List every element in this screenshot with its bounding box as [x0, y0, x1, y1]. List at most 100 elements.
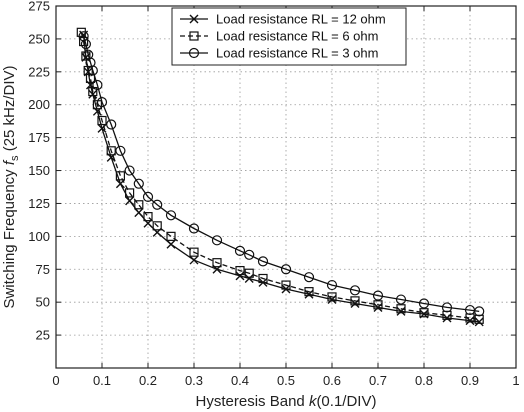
x-axis-label: Hysteresis Band k(0.1/DIV)	[196, 393, 377, 410]
data-point-circle-marker	[142, 191, 154, 202]
data-point-x-marker	[88, 89, 98, 99]
marker-stroke	[189, 14, 199, 24]
marker-stroke	[189, 255, 199, 265]
data-point-circle-marker	[257, 256, 269, 267]
data-point-circle-marker	[152, 199, 163, 210]
data-point-x-marker	[244, 273, 254, 283]
data-point-square-marker	[244, 268, 254, 278]
data-point-square-marker	[474, 314, 484, 324]
data-point-x-marker	[189, 255, 199, 265]
series-line	[80, 32, 480, 320]
data-point-square-marker	[281, 280, 291, 290]
data-point-circle-marker	[326, 279, 338, 291]
data-point-circle-marker	[133, 178, 144, 189]
data-point-circle-marker	[124, 165, 135, 176]
data-point-square-marker	[115, 171, 126, 181]
data-point-square-marker	[304, 287, 314, 297]
y-tick-label: 275	[28, 0, 50, 14]
y-axis-label: Switching Frequency fs (25 kHz/DIV)	[1, 65, 21, 308]
x-tick-label: 0.2	[139, 373, 157, 388]
data-point-square-marker	[350, 296, 360, 306]
data-point-circle-marker	[474, 306, 485, 317]
data-point-square-marker	[212, 258, 222, 268]
legend: Load resistance RL = 12 ohm Load resistan…	[171, 7, 407, 66]
x-tick-label: 0.8	[415, 373, 433, 388]
y-axis-label-part: s	[9, 155, 21, 161]
marker-stroke	[88, 89, 98, 99]
data-point-circle-marker	[80, 39, 92, 50]
legend-label: Load resistance RL = 6 ohm	[216, 29, 378, 44]
x-tick-label: 0.9	[461, 373, 479, 388]
legend-label: Load resistance RL = 12 ohm	[216, 12, 386, 27]
data-point-x-marker	[235, 271, 245, 281]
legend-item: Load resistance RL = 3 ohm	[180, 46, 378, 61]
marker-stroke	[304, 289, 314, 299]
y-tick-label: 25	[36, 328, 50, 343]
x-axis-label-part: k	[309, 393, 318, 410]
y-axis-label-part: f	[1, 159, 18, 165]
series-3	[78, 31, 485, 317]
y-tick-label: 150	[28, 163, 50, 178]
y-axis-label-part: (25 kHz/DIV)	[1, 65, 18, 155]
data-point-circle-marker	[87, 65, 98, 76]
data-point-circle-marker	[234, 245, 246, 256]
data-point-circle-marker	[280, 264, 292, 275]
data-point-square-marker	[152, 221, 162, 231]
data-point-x-marker	[166, 239, 176, 249]
data-point-square-marker	[124, 188, 135, 198]
data-point-square-marker	[189, 247, 199, 257]
legend-item: Load resistance RL = 6 ohm	[180, 29, 378, 44]
series-2	[76, 27, 484, 324]
data-point-circle-marker	[211, 235, 223, 246]
x-tick-label: 0	[52, 373, 59, 388]
data-point-square-marker	[442, 310, 452, 320]
data-point-circle-marker	[106, 119, 117, 130]
data-point-circle-marker	[441, 302, 453, 313]
x-axis-label-part: (0.1/DIV)	[316, 393, 376, 410]
x-tick-label: 1	[512, 373, 519, 388]
x-axis-label-part: Hysteresis Band	[196, 393, 309, 410]
marker-stroke	[166, 239, 176, 249]
data-point-square-marker	[465, 313, 475, 323]
legend-label: Load resistance RL = 3 ohm	[216, 46, 378, 61]
legend-box	[171, 7, 407, 66]
x-tick-label: 0.6	[323, 373, 341, 388]
data-point-square-marker	[134, 200, 144, 210]
data-point-x-marker	[97, 123, 107, 133]
data-point-square-marker	[106, 146, 116, 156]
y-tick-label: 200	[28, 97, 50, 112]
data-point-square-marker	[143, 212, 153, 222]
data-point-square-marker	[419, 308, 429, 318]
y-tick-label: 250	[28, 31, 50, 46]
x-tick-label: 0.4	[231, 373, 249, 388]
y-tick-label: 225	[28, 64, 50, 79]
series-1	[79, 30, 484, 327]
marker-stroke	[134, 208, 144, 218]
data-point-circle-marker	[418, 298, 430, 309]
y-tick-label: 75	[36, 262, 50, 277]
data-point-x-marker	[125, 196, 135, 206]
data-point-circle-marker	[349, 285, 361, 296]
tick-layer: 0 0.1 0.2 0.3 0.4 0.5 0.6 0.7 0.8 0.9 125507510012…	[28, 0, 519, 388]
data-point-circle-marker	[244, 249, 255, 260]
x-tick-label: 0.1	[93, 373, 111, 388]
data-point-circle-marker	[395, 294, 407, 305]
y-tick-label: 100	[28, 229, 50, 244]
data-point-square-marker	[235, 265, 245, 276]
data-point-circle-marker	[303, 272, 315, 283]
data-point-square-marker	[189, 31, 199, 41]
data-point-circle-marker	[96, 96, 108, 108]
legend-item: Load resistance RL = 12 ohm	[180, 12, 386, 27]
marker-stroke	[97, 123, 107, 133]
y-tick-label: 50	[36, 295, 50, 310]
series-line	[82, 34, 480, 323]
data-point-square-marker	[81, 51, 91, 61]
data-point-square-marker	[373, 300, 383, 310]
y-tick-label: 175	[28, 130, 50, 145]
y-tick-label: 125	[28, 196, 50, 211]
data-point-x-marker	[304, 289, 314, 299]
x-tick-label: 0.3	[185, 373, 203, 388]
data-point-circle-marker	[92, 79, 103, 91]
